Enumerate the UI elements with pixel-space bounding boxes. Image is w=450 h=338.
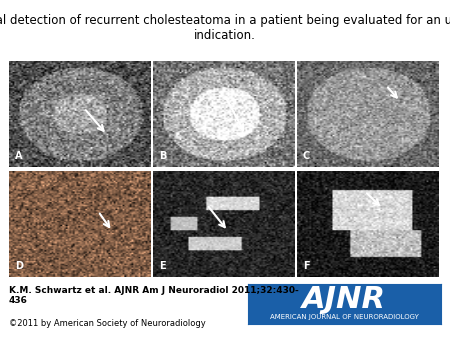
Text: ©2011 by American Society of Neuroradiology: ©2011 by American Society of Neuroradiol… — [9, 319, 206, 328]
Text: B: B — [159, 151, 166, 161]
Text: F: F — [303, 261, 309, 271]
Text: C: C — [303, 151, 310, 161]
Text: AJNR: AJNR — [302, 285, 386, 314]
Text: Incidental detection of recurrent cholesteatoma in a patient being evaluated for: Incidental detection of recurrent choles… — [0, 14, 450, 42]
Text: AMERICAN JOURNAL OF NEURORADIOLOGY: AMERICAN JOURNAL OF NEURORADIOLOGY — [270, 314, 418, 320]
Text: A: A — [15, 151, 22, 161]
Text: D: D — [15, 261, 22, 271]
Text: E: E — [159, 261, 165, 271]
Text: K.M. Schwartz et al. AJNR Am J Neuroradiol 2011;32:430-
436: K.M. Schwartz et al. AJNR Am J Neuroradi… — [9, 286, 299, 305]
